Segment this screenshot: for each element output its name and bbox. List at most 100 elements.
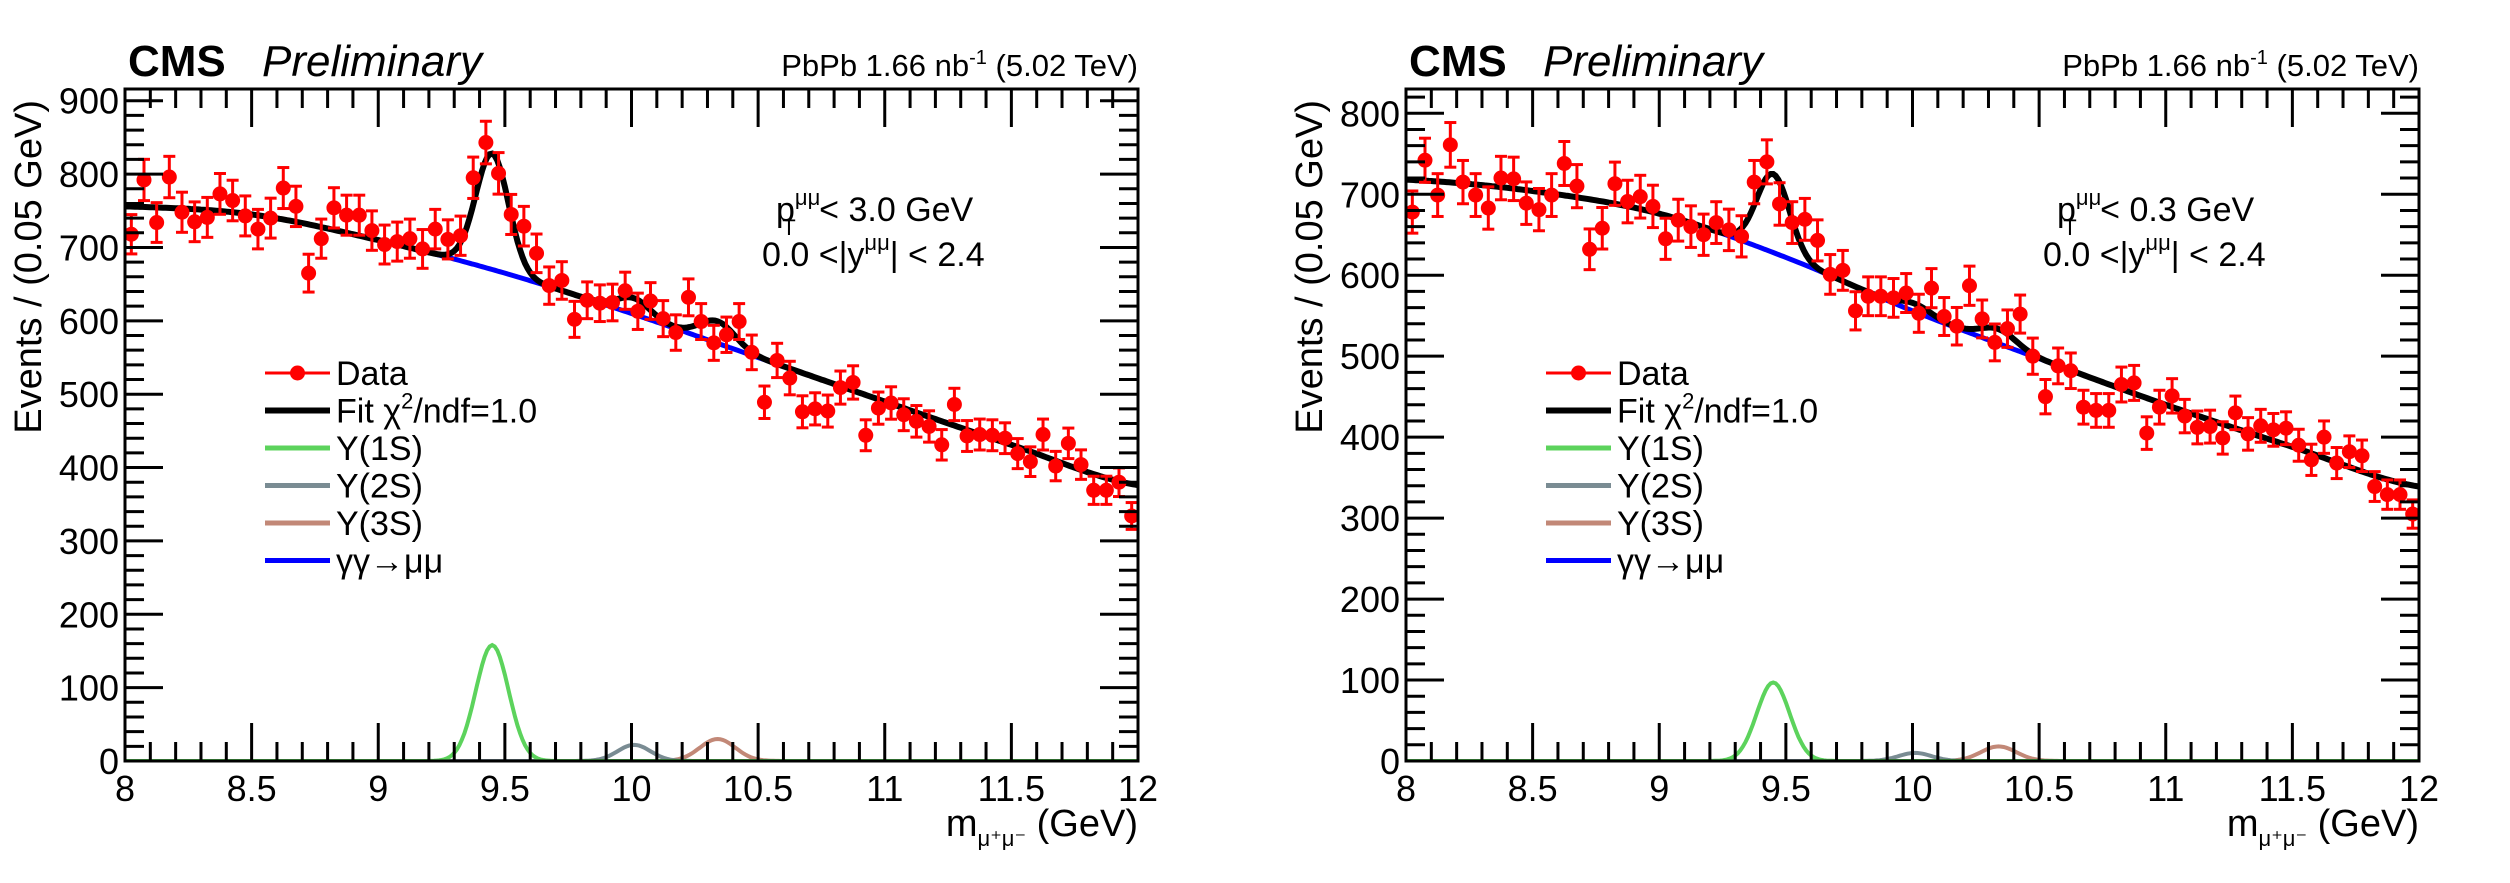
legend-label-text: Υ(1S)	[336, 430, 423, 468]
y-tick-label: 900	[59, 81, 119, 122]
data-point	[2037, 377, 2053, 416]
data-marker	[1696, 227, 1712, 243]
data-marker	[1873, 288, 1889, 304]
data-point	[655, 299, 671, 339]
data-point	[541, 265, 557, 306]
y-tick-label: 400	[1340, 417, 1400, 458]
legend-entry-upsilon-1s: Υ(1S)	[1546, 430, 1704, 468]
data-point	[2151, 388, 2167, 426]
data-marker	[491, 165, 507, 181]
y-tick-label: 600	[59, 301, 119, 342]
data-point	[326, 186, 342, 230]
data-marker	[212, 186, 228, 202]
data-marker	[655, 311, 671, 327]
axis-ticks: 8 8.5 9 9.5 10 10.5 11 11.5 12 0 100 200 300 400 500 60…	[1340, 87, 2439, 809]
data-marker	[554, 272, 570, 288]
total-fit-curve	[1406, 171, 2419, 490]
data-marker	[2392, 487, 2408, 503]
data-marker	[693, 314, 709, 330]
data-marker	[972, 427, 988, 443]
data-marker	[1734, 228, 1750, 244]
data-marker	[2088, 402, 2104, 418]
data-point	[883, 385, 899, 421]
y-tick-label: 0	[1380, 741, 1400, 782]
data-marker	[1936, 309, 1952, 325]
data-point	[2088, 392, 2104, 429]
rapidity-cut-label: 0.0 <|yμμ| < 2.4	[762, 230, 985, 274]
x-tick-label: 10	[611, 768, 651, 809]
data-point	[2291, 427, 2307, 463]
legend-label-rest: /ndf=1.0	[1694, 393, 1818, 431]
data-marker	[579, 292, 595, 308]
data-point	[1683, 204, 1699, 249]
data-point	[1544, 172, 1560, 218]
data-marker	[1772, 196, 1788, 212]
rapidity-prefix: 0.0 <|y	[762, 236, 864, 274]
data-marker	[1961, 278, 1977, 294]
data-point	[617, 270, 633, 311]
data-point	[680, 277, 696, 318]
data-marker	[2189, 419, 2205, 435]
data-marker	[2063, 363, 2079, 379]
data-point	[2025, 336, 2041, 376]
pt-cut-label: pμμ T < 0.3 GeV	[2057, 185, 2255, 240]
x-tick-label: 9.5	[1761, 768, 1811, 809]
x-axis-title-symbol: m	[2227, 803, 2259, 845]
data-marker	[1810, 232, 1826, 248]
data-marker	[668, 325, 684, 341]
x-tick-label: 8	[1396, 768, 1416, 809]
data-point	[2215, 420, 2231, 456]
data-marker	[1898, 285, 1914, 301]
pt-subscript: T	[2063, 215, 2076, 240]
x-tick-label: 12	[1118, 768, 1158, 809]
data-marker	[1607, 176, 1623, 192]
data-marker	[1797, 211, 1813, 227]
legend-entry-upsilon-2s: Υ(2S)	[265, 468, 423, 506]
plot-content	[1406, 121, 2419, 761]
legend-entry-upsilon-1s: Υ(1S)	[265, 430, 423, 468]
data-point	[592, 283, 608, 324]
x-tick-label: 10.5	[2004, 768, 2074, 809]
data-marker	[1848, 303, 1864, 319]
data-point	[225, 178, 241, 223]
data-marker	[2151, 399, 2167, 415]
data-point	[1569, 163, 1585, 210]
data-point	[870, 390, 886, 426]
data-marker	[896, 407, 912, 423]
y-axis-title: Events / (0.05 GeV)	[8, 100, 50, 434]
data-point	[845, 364, 861, 401]
data-point	[1784, 200, 1800, 245]
data-marker	[263, 210, 279, 226]
data-marker	[2354, 448, 2370, 464]
data-marker	[1999, 321, 2015, 337]
y-tick-label: 500	[59, 374, 119, 415]
data-point	[2202, 408, 2218, 445]
y-tick-label: 400	[59, 448, 119, 489]
x-axis-title: mμ⁺μ⁻ (GeV)	[2227, 803, 2419, 851]
data-marker	[2164, 388, 2180, 404]
pt-symbol: p	[776, 191, 795, 229]
x-tick-label: 9	[368, 768, 388, 809]
data-point	[275, 166, 291, 211]
x-tick-label: 10.5	[723, 768, 793, 809]
data-marker	[820, 403, 836, 419]
data-marker	[453, 228, 469, 244]
y-tick-label: 100	[59, 668, 119, 709]
rapidity-superscript: μμ	[2145, 230, 2170, 255]
data-marker	[415, 241, 431, 257]
data-point	[731, 302, 747, 342]
pt-cut-value: < 3.0 GeV	[810, 191, 974, 229]
data-point	[1506, 155, 1522, 203]
data-point	[1848, 290, 1864, 332]
data-marker	[680, 289, 696, 305]
legend-label: Fit χ2/ndf=1.0	[336, 389, 537, 431]
legend-entry-gamma-gamma: γγ→μμ	[1546, 543, 1724, 581]
data-marker	[516, 218, 532, 234]
rapidity-prefix: 0.0 <|y	[2043, 236, 2145, 274]
legend-label-text: Υ(3S)	[1617, 505, 1704, 543]
cms-label: CMS	[128, 37, 226, 86]
data-marker	[2202, 419, 2218, 435]
legend-label: Data	[1617, 355, 1689, 393]
data-point	[2050, 346, 2066, 386]
